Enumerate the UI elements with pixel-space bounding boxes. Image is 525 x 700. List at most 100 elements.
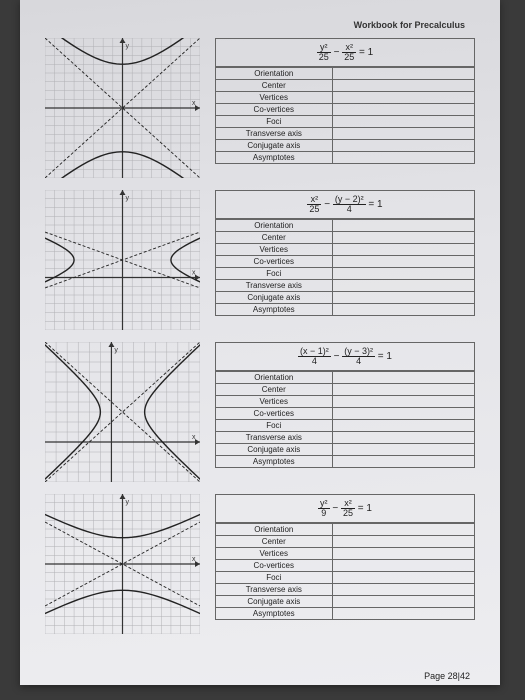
page-footer: Page 28|42 xyxy=(424,671,470,681)
table-row: Center xyxy=(216,536,475,548)
property-value xyxy=(332,608,474,620)
table-row: Center xyxy=(216,80,475,92)
property-label: Vertices xyxy=(216,244,333,256)
property-label: Asymptotes xyxy=(216,152,333,164)
property-value xyxy=(332,384,474,396)
svg-text:x: x xyxy=(192,434,196,441)
property-value xyxy=(332,232,474,244)
property-value xyxy=(332,68,474,80)
table-row: Co-vertices xyxy=(216,104,475,116)
property-label: Orientation xyxy=(216,220,333,232)
property-value xyxy=(332,536,474,548)
property-label: Foci xyxy=(216,420,333,432)
equation: y²25 − x²25 = 1 xyxy=(215,38,475,67)
table-row: Asymptotes xyxy=(216,456,475,468)
table-row: Center xyxy=(216,384,475,396)
property-value xyxy=(332,456,474,468)
table-row: Center xyxy=(216,232,475,244)
property-label: Center xyxy=(216,384,333,396)
property-label: Co-vertices xyxy=(216,104,333,116)
problem-3: yx(x − 1)²4 − (y − 3)²4 = 1OrientationCe… xyxy=(45,342,475,482)
property-label: Conjugate axis xyxy=(216,292,333,304)
property-value xyxy=(332,292,474,304)
table-row: Conjugate axis xyxy=(216,596,475,608)
table-row: Co-vertices xyxy=(216,560,475,572)
property-label: Asymptotes xyxy=(216,456,333,468)
problem-right-column: y²9 − x²25 = 1OrientationCenterVerticesC… xyxy=(215,494,475,620)
table-row: Transverse axis xyxy=(216,280,475,292)
equation: y²9 − x²25 = 1 xyxy=(215,494,475,523)
property-value xyxy=(332,304,474,316)
property-value xyxy=(332,268,474,280)
table-row: Asymptotes xyxy=(216,608,475,620)
table-row: Conjugate axis xyxy=(216,444,475,456)
property-value xyxy=(332,152,474,164)
properties-table: OrientationCenterVerticesCo-verticesFoci… xyxy=(215,219,475,316)
table-row: Foci xyxy=(216,268,475,280)
table-row: Vertices xyxy=(216,548,475,560)
property-label: Asymptotes xyxy=(216,608,333,620)
table-row: Conjugate axis xyxy=(216,292,475,304)
property-label: Co-vertices xyxy=(216,560,333,572)
table-row: Co-vertices xyxy=(216,256,475,268)
property-value xyxy=(332,548,474,560)
property-value xyxy=(332,116,474,128)
table-row: Orientation xyxy=(216,372,475,384)
table-row: Foci xyxy=(216,116,475,128)
property-label: Center xyxy=(216,232,333,244)
property-value xyxy=(332,80,474,92)
property-label: Conjugate axis xyxy=(216,140,333,152)
property-value xyxy=(332,104,474,116)
table-row: Transverse axis xyxy=(216,128,475,140)
property-label: Orientation xyxy=(216,68,333,80)
property-value xyxy=(332,140,474,152)
property-label: Transverse axis xyxy=(216,584,333,596)
svg-text:x: x xyxy=(192,270,196,277)
property-value xyxy=(332,396,474,408)
property-label: Vertices xyxy=(216,548,333,560)
hyperbola-graph: yx xyxy=(45,494,200,634)
table-row: Co-vertices xyxy=(216,408,475,420)
svg-text:y: y xyxy=(126,195,130,202)
properties-table: OrientationCenterVerticesCo-verticesFoci… xyxy=(215,67,475,164)
problem-right-column: (x − 1)²4 − (y − 3)²4 = 1OrientationCent… xyxy=(215,342,475,468)
table-row: Orientation xyxy=(216,220,475,232)
property-label: Transverse axis xyxy=(216,280,333,292)
table-row: Orientation xyxy=(216,524,475,536)
property-value xyxy=(332,92,474,104)
property-label: Center xyxy=(216,536,333,548)
equation: x²25 − (y − 2)²4 = 1 xyxy=(215,190,475,219)
property-value xyxy=(332,372,474,384)
table-row: Vertices xyxy=(216,92,475,104)
problem-right-column: y²25 − x²25 = 1OrientationCenterVertices… xyxy=(215,38,475,164)
property-label: Orientation xyxy=(216,372,333,384)
property-label: Conjugate axis xyxy=(216,596,333,608)
property-value xyxy=(332,408,474,420)
property-label: Vertices xyxy=(216,396,333,408)
page-header: Workbook for Precalculus xyxy=(45,20,475,30)
property-value xyxy=(332,220,474,232)
table-row: Foci xyxy=(216,420,475,432)
property-label: Vertices xyxy=(216,92,333,104)
property-label: Co-vertices xyxy=(216,408,333,420)
table-row: Asymptotes xyxy=(216,152,475,164)
property-label: Foci xyxy=(216,572,333,584)
svg-text:y: y xyxy=(126,43,130,50)
property-label: Transverse axis xyxy=(216,432,333,444)
problems-container: yxy²25 − x²25 = 1OrientationCenterVertic… xyxy=(45,38,475,634)
property-label: Center xyxy=(216,80,333,92)
property-label: Asymptotes xyxy=(216,304,333,316)
property-label: Foci xyxy=(216,116,333,128)
table-row: Vertices xyxy=(216,244,475,256)
table-row: Orientation xyxy=(216,68,475,80)
property-label: Transverse axis xyxy=(216,128,333,140)
property-value xyxy=(332,560,474,572)
property-value xyxy=(332,596,474,608)
property-value xyxy=(332,128,474,140)
table-row: Vertices xyxy=(216,396,475,408)
property-value xyxy=(332,584,474,596)
properties-table: OrientationCenterVerticesCo-verticesFoci… xyxy=(215,523,475,620)
property-value xyxy=(332,420,474,432)
property-value xyxy=(332,244,474,256)
property-value xyxy=(332,280,474,292)
